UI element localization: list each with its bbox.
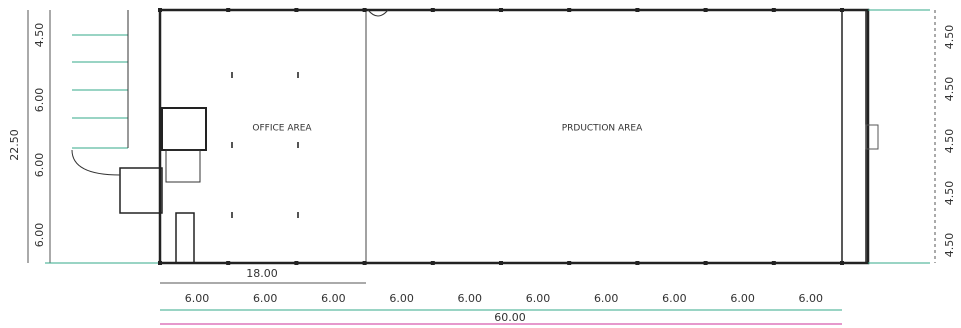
column [840,8,844,12]
dimension-label: 4.50 [33,23,46,48]
door [865,124,879,150]
column [499,8,503,12]
dimension-label: 6.00 [253,292,278,305]
column [499,261,503,265]
parking [72,10,129,149]
column [840,261,844,265]
column [158,261,162,265]
column [771,261,776,265]
room-label: OFFICE AREA [252,124,312,134]
dimension-label: 4.50 [943,129,956,154]
stair [175,212,195,264]
column [771,8,776,12]
entrance-stair [119,167,163,214]
column [226,8,231,12]
column [362,261,367,265]
dimension-label: 6.00 [33,153,46,178]
door-swing [367,9,389,17]
column [703,8,708,12]
service-strip [841,9,867,264]
column [567,261,572,265]
column [297,212,299,218]
column [231,72,233,78]
column [158,8,162,12]
dimension-label: 22.50 [8,129,21,161]
dimension-label: 6.00 [389,292,414,305]
column [297,142,299,148]
column [430,261,435,265]
dimension-label: 4.50 [943,181,956,206]
column [297,72,299,78]
dimension-label: 6.00 [458,292,483,305]
column [231,142,233,148]
dimension-label: 6.00 [799,292,824,305]
column [635,8,640,12]
dimension-label: 6.00 [33,223,46,248]
columns [158,8,844,265]
dimension-label: 6.00 [730,292,755,305]
dimension-label: 6.00 [526,292,551,305]
column [226,261,231,265]
column [294,8,299,12]
dimension-label: 18.00 [246,267,278,280]
column [362,8,367,12]
dimension-lines [27,9,936,325]
dimension-label: 6.00 [662,292,687,305]
dimension-label: 6.00 [321,292,346,305]
column [294,261,299,265]
dimension-label: 4.50 [943,77,956,102]
column [635,261,640,265]
toilet-block [161,107,207,151]
column [430,8,435,12]
room-label: PRDUCTION AREA [562,124,643,134]
dimension-label: 4.50 [943,233,956,258]
column [567,8,572,12]
column [703,261,708,265]
stair [165,149,201,183]
dimension-label: 4.50 [943,25,956,50]
column [231,212,233,218]
dimension-label: 60.00 [494,311,526,324]
dimension-label: 6.00 [33,88,46,113]
driveway-curve [71,149,121,176]
dimension-label: 6.00 [594,292,619,305]
building-outline [158,8,870,265]
dimension-label: 6.00 [185,292,210,305]
